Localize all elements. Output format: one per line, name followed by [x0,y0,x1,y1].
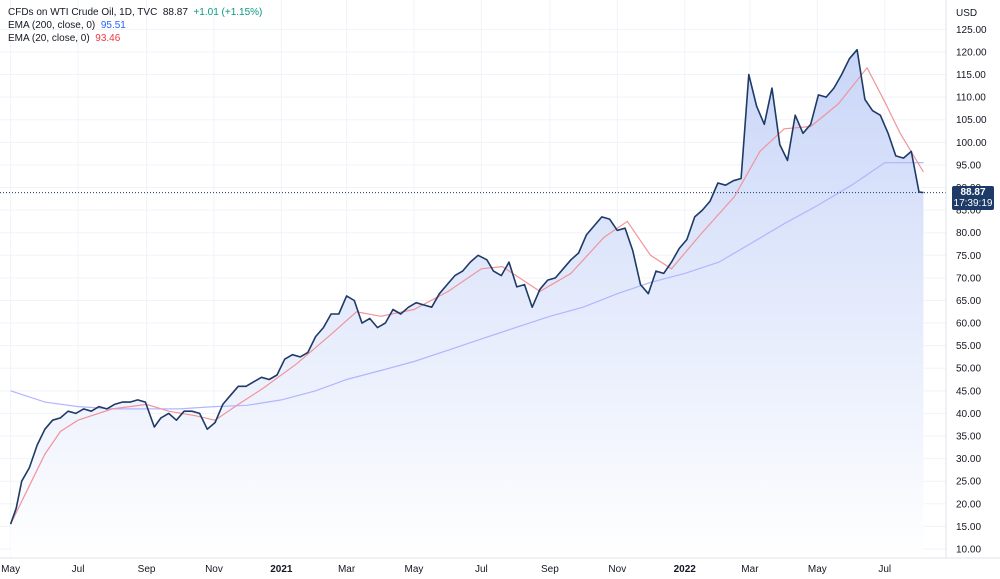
x-tick-label: May [808,564,827,575]
y-tick-label: 75.00 [956,251,981,262]
y-tick-label: 105.00 [956,115,987,126]
symbol-title: CFDs on WTI Crude Oil, 1D, TVC [8,7,158,18]
x-tick-label: May [1,564,20,575]
x-tick-label: Sep [138,564,156,575]
y-tick-label: 65.00 [956,296,981,307]
x-tick-label: Nov [205,564,223,575]
legend-ema200-row[interactable]: EMA (200, close, 0) 95.51 [8,19,262,32]
price-change-value: +1.01 (+1.15%) [193,7,263,18]
y-tick-label: 40.00 [956,409,981,420]
price-axis[interactable]: 10.00 15.00 20.00 25.00 30.00 35.00 40.00 45.00… [956,25,987,556]
x-tick-label: 2021 [270,564,293,575]
x-tick-label: Nov [608,564,626,575]
y-tick-label: 55.00 [956,341,981,352]
ema200-label: EMA (200, close, 0) [8,20,96,31]
y-tick-label: 80.00 [956,228,981,239]
ema20-line [10,66,924,525]
legend-ema20-row[interactable]: EMA (20, close, 0) 93.46 [8,32,262,45]
y-tick-label: 60.00 [956,319,981,330]
y-tick-label: 35.00 [956,432,981,443]
chart-legend: CFDs on WTI Crude Oil, 1D, TVC 88.87 +1.… [8,6,262,45]
x-tick-label: May [405,564,424,575]
y-tick-label: 25.00 [956,477,981,488]
ema-lines [10,66,924,525]
y-tick-label: 10.00 [956,544,981,555]
y-tick-label: 115.00 [956,70,986,81]
y-tick-label: 50.00 [956,364,981,375]
last-price-badge-value: 88.87 [960,186,986,198]
x-tick-label: Sep [541,564,559,575]
price-line[interactable] [9,48,924,525]
ema20-label: EMA (20, close, 0) [8,33,90,44]
y-tick-label: 15.00 [956,522,981,533]
y-tick-label: 100.00 [956,138,987,149]
last-price-value: 88.87 [162,7,188,18]
ema20-value: 93.46 [95,33,121,44]
x-tick-label: Mar [338,564,356,575]
y-tick-label: 20.00 [956,499,981,510]
y-tick-label: 125.00 [956,25,987,36]
currency-label: USD [956,8,977,19]
last-price-badge: 88.87 17:39:19 [952,185,994,210]
legend-symbol-row[interactable]: CFDs on WTI Crude Oil, 1D, TVC 88.87 +1.… [8,6,262,19]
y-tick-label: 70.00 [956,273,981,284]
y-tick-label: 30.00 [956,454,981,465]
x-tick-label: Jul [72,564,85,575]
ema200-value: 95.51 [100,20,126,31]
y-tick-label: 85.00 [956,206,981,217]
y-tick-label: 95.00 [956,160,981,171]
price-area-fill [10,49,924,558]
x-tick-label: 2022 [674,564,697,575]
x-tick-label: Jul [878,564,891,575]
time-axis[interactable]: May Jul Sep Nov 2021 Mar May Jul Sep Nov 2022 Mar Ma… [1,564,891,575]
x-tick-label: Jul [475,564,488,575]
y-tick-label: 45.00 [956,386,981,397]
last-price-badge-time: 17:39:19 [953,197,993,209]
x-tick-label: Mar [741,564,759,575]
y-tick-label: 120.00 [956,47,987,58]
y-tick-label: 110.00 [956,93,986,104]
